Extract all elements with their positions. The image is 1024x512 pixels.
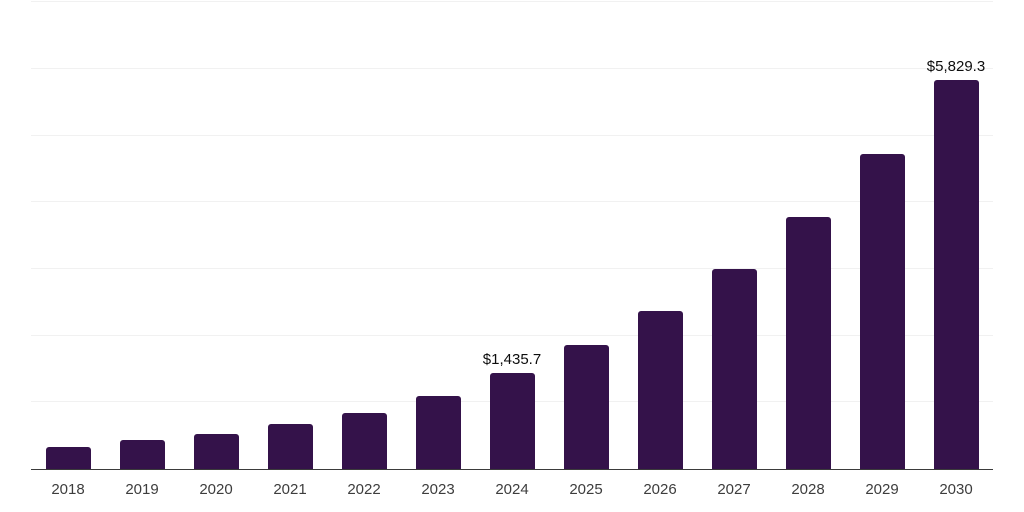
x-axis-label-2021: 2021 bbox=[273, 481, 307, 498]
x-axis-label-2029: 2029 bbox=[865, 481, 899, 498]
bar-2025 bbox=[563, 344, 609, 469]
x-axis-label-2019: 2019 bbox=[125, 481, 159, 498]
gridline bbox=[31, 1, 993, 3]
gridline bbox=[31, 268, 993, 270]
bar-2020 bbox=[193, 434, 239, 469]
x-axis-label-2018: 2018 bbox=[51, 481, 85, 498]
bar-band bbox=[697, 0, 771, 469]
bar-band bbox=[105, 0, 179, 469]
bar-2026 bbox=[637, 311, 683, 469]
x-axis-label-2028: 2028 bbox=[791, 481, 825, 498]
bar-band bbox=[327, 0, 401, 469]
x-axis-label-2022: 2022 bbox=[347, 481, 381, 498]
bar-2018 bbox=[45, 447, 91, 469]
gridline bbox=[31, 201, 993, 203]
x-axis-label-2023: 2023 bbox=[421, 481, 455, 498]
bar-2022 bbox=[341, 412, 387, 469]
x-axis-label-2030: 2030 bbox=[939, 481, 973, 498]
bar-2029 bbox=[859, 154, 905, 469]
bar-value-label-2030: $5,829.3 bbox=[926, 58, 986, 76]
gridline bbox=[31, 334, 993, 336]
bar-band bbox=[623, 0, 697, 469]
gridline bbox=[31, 134, 993, 136]
bar-2027 bbox=[711, 269, 757, 469]
bar-group: $1,435.7 $5,829.3 bbox=[31, 0, 993, 469]
x-axis-label-2027: 2027 bbox=[717, 481, 751, 498]
bar-band bbox=[845, 0, 919, 469]
bar-2024: $1,435.7 bbox=[483, 351, 541, 469]
x-axis-label-2026: 2026 bbox=[643, 481, 677, 498]
bar-band bbox=[771, 0, 845, 469]
bar-band: $1,435.7 bbox=[475, 0, 549, 469]
bar-band: $5,829.3 bbox=[919, 0, 993, 469]
x-axis-label-2024: 2024 bbox=[495, 481, 529, 498]
bar-2021 bbox=[267, 423, 313, 469]
bar-2030: $5,829.3 bbox=[927, 58, 985, 469]
x-axis: 2018 2019 2020 2021 2022 2023 2024 2025 2026 2027… bbox=[31, 481, 993, 498]
x-axis-label-2025: 2025 bbox=[569, 481, 603, 498]
bar-band bbox=[253, 0, 327, 469]
bar-value-label-2024: $1,435.7 bbox=[482, 351, 542, 369]
bar-band bbox=[179, 0, 253, 469]
x-axis-label-2020: 2020 bbox=[199, 481, 233, 498]
bar-band bbox=[549, 0, 623, 469]
bar-2019 bbox=[119, 440, 165, 469]
plot-area: $1,435.7 $5,829.3 bbox=[31, 0, 993, 470]
bar-band bbox=[401, 0, 475, 469]
bar-2023 bbox=[415, 395, 461, 469]
bar-2028 bbox=[785, 217, 831, 469]
gridline bbox=[31, 68, 993, 70]
bar-band bbox=[31, 0, 105, 469]
